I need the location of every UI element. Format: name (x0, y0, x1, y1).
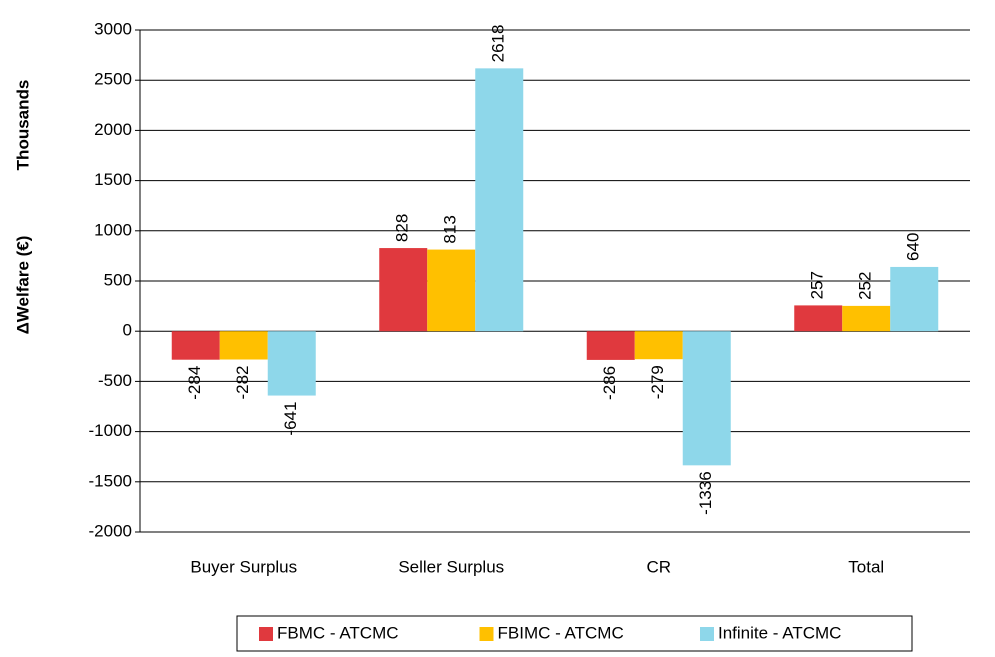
y-tick-label: 2500 (94, 70, 132, 89)
x-tick-label: Seller Surplus (398, 557, 504, 576)
data-label: 252 (856, 272, 875, 300)
x-tick-label: Buyer Surplus (190, 557, 297, 576)
bar (219, 331, 268, 360)
legend-swatch (700, 627, 714, 641)
bar (682, 331, 731, 466)
bar (842, 305, 891, 332)
data-label: 640 (904, 233, 923, 261)
x-tick-label: Total (848, 557, 884, 576)
bar (427, 249, 476, 332)
y-tick-label: -500 (98, 371, 132, 390)
data-label: 257 (808, 271, 827, 299)
data-label: 2618 (489, 25, 508, 63)
data-label: -284 (185, 366, 204, 400)
y-tick-label: 1000 (94, 220, 132, 239)
bar (171, 331, 220, 360)
bar (890, 266, 939, 332)
legend-box (236, 615, 913, 652)
y-tick-label: 3000 (94, 19, 132, 38)
data-label: -279 (648, 365, 667, 399)
bar (794, 305, 843, 332)
y-tick-label: -2000 (89, 521, 132, 540)
y-tick-label: 500 (104, 270, 132, 289)
y-tick-label: 1500 (94, 170, 132, 189)
y-tick-label: 2000 (94, 120, 132, 139)
legend-swatch (479, 627, 494, 641)
legend-label: Infinite - ATCMC (718, 623, 841, 642)
legend-label: FBMC - ATCMC (277, 623, 399, 642)
y-tick-label: -1000 (89, 421, 132, 440)
y-unit: Thousands (13, 80, 32, 171)
data-label: -286 (600, 366, 619, 400)
bar (475, 68, 524, 332)
bar (586, 331, 635, 360)
y-tick-label: 0 (123, 321, 132, 340)
y-axis-label: ΔWelfare (€) (13, 236, 32, 335)
legend-label: FBIMC - ATCMC (498, 623, 624, 642)
y-tick-label: -1500 (89, 471, 132, 490)
bar (379, 248, 428, 332)
bar (634, 331, 683, 360)
legend-swatch (259, 627, 273, 641)
bar (267, 331, 316, 396)
data-label: -282 (233, 366, 252, 400)
x-tick-label: CR (646, 557, 671, 576)
data-label: 813 (441, 215, 460, 243)
data-label: 828 (393, 214, 412, 242)
data-label: -1336 (696, 471, 715, 514)
data-label: -641 (281, 402, 300, 436)
